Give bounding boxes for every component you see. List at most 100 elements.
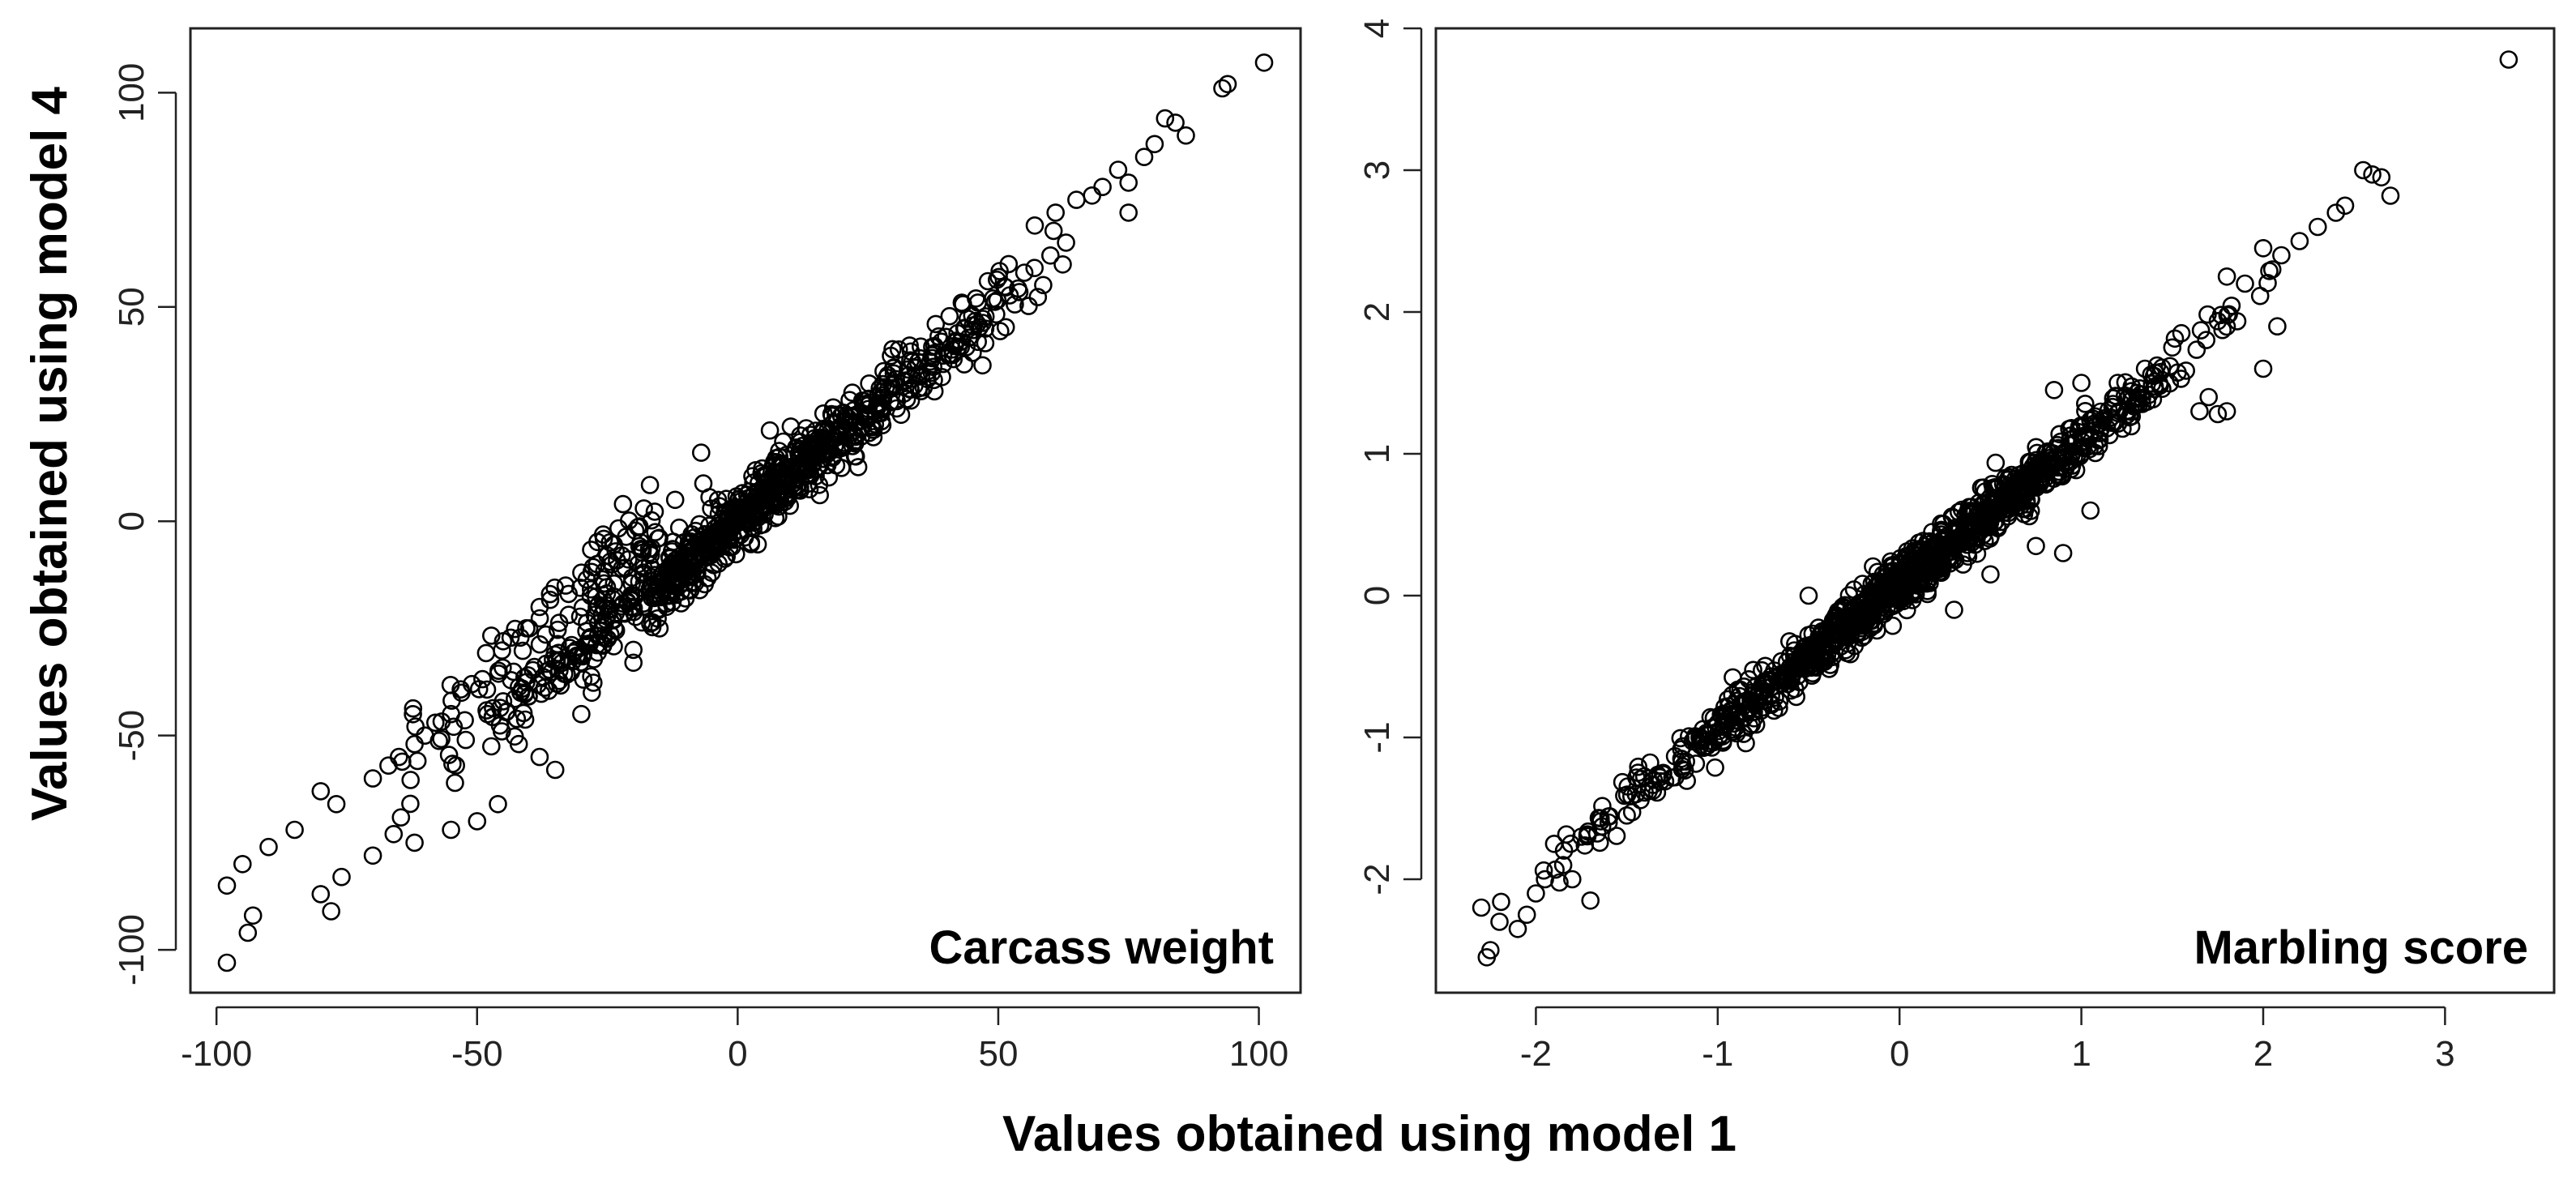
carcass-weight-point <box>860 374 878 393</box>
carcass-weight-point <box>989 267 1008 287</box>
carcass-weight-point <box>322 902 341 921</box>
marbling-score-y-tick-label: 3 <box>1357 160 1397 180</box>
marbling-score-point <box>2072 374 2091 392</box>
carcass-weight-point <box>650 619 669 638</box>
marbling-score-point <box>2211 306 2231 325</box>
shared-y-axis-title: Values obtained using model 4 <box>22 86 78 821</box>
carcass-weight-point <box>327 794 346 814</box>
marbling-score-point <box>2044 380 2064 400</box>
carcass-weight-point <box>441 675 460 694</box>
marbling-score-point <box>1981 501 2000 520</box>
carcass-weight-point <box>957 338 976 357</box>
carcass-weight-point <box>728 511 747 531</box>
marbling-score-point <box>2018 472 2036 492</box>
marbling-score-point <box>2217 267 2236 286</box>
carcass-weight-point <box>885 374 904 394</box>
carcass-weight-point <box>481 626 501 645</box>
carcass-weight-point <box>883 340 902 359</box>
marbling-score-point <box>1762 671 1782 690</box>
carcass-weight-point <box>645 566 664 584</box>
marbling-score-point <box>1544 835 1564 853</box>
carcass-weight-point <box>456 730 476 750</box>
carcass-weight-point <box>702 563 721 583</box>
marbling-score-point <box>2108 374 2127 392</box>
marbling-score-point <box>2253 359 2273 378</box>
carcass-weight-point <box>490 716 510 735</box>
carcass-weight-point <box>478 704 497 724</box>
carcass-weight-point <box>556 576 575 595</box>
carcass-weight-point <box>1006 295 1024 314</box>
marbling-score-point <box>2372 168 2391 187</box>
carcass-weight-point <box>639 543 659 562</box>
carcass-weight-point <box>548 620 567 639</box>
carcass-weight-point <box>583 673 603 692</box>
marbling-score-point <box>1820 660 1839 678</box>
carcass-weight-point <box>806 438 826 458</box>
marbling-score-point <box>1654 763 1672 783</box>
marbling-score-point <box>2061 426 2080 445</box>
carcass-weight-point <box>405 734 424 754</box>
carcass-weight-point <box>563 652 583 671</box>
marbling-score-point <box>2021 489 2040 508</box>
carcass-weight-point <box>781 417 801 436</box>
carcass-weight-point <box>1041 246 1060 265</box>
marbling-score-point <box>2036 459 2054 477</box>
carcass-weight-point <box>519 666 538 685</box>
carcass-weight-point <box>446 773 464 793</box>
carcass-weight-point <box>311 885 331 904</box>
marbling-score-point <box>2053 544 2073 562</box>
carcass-weight-point <box>259 837 278 857</box>
carcass-weight-point <box>716 549 734 568</box>
marbling-score-point <box>2228 312 2247 331</box>
carcass-weight-point <box>770 447 789 467</box>
carcass-weight-point <box>481 737 501 756</box>
marbling-score-x-axis: -2 -1 0 1 2 3 <box>1520 1006 2455 1074</box>
carcass-weight-point <box>515 685 534 704</box>
marbling-score-point <box>1818 629 1836 647</box>
carcass-weight-point <box>955 355 974 374</box>
carcass-weight-point <box>493 631 513 651</box>
carcass-weight-point <box>570 578 590 597</box>
carcass-weight-point <box>987 305 1006 324</box>
carcass-weight-point <box>691 443 711 462</box>
marbling-score-point <box>1770 699 1788 717</box>
carcass-weight-x-tick-label: -100 <box>181 1034 252 1074</box>
marbling-score-points <box>1472 50 2518 967</box>
carcass-weight-point <box>1166 113 1185 132</box>
marbling-score-point <box>1617 806 1636 825</box>
carcass-weight-points <box>217 53 1274 972</box>
carcass-weight-x-tick-label: 50 <box>978 1034 1018 1074</box>
carcass-weight-point <box>805 447 824 466</box>
marbling-score-point <box>1989 500 2008 519</box>
carcass-weight-point <box>515 710 535 729</box>
marbling-score-point <box>1945 529 1963 549</box>
carcass-weight-point <box>545 760 565 780</box>
carcass-weight-point <box>468 812 487 831</box>
carcass-weight-point <box>897 390 916 408</box>
carcass-weight-y-tick-label: -100 <box>112 914 152 985</box>
carcass-weight-point <box>626 521 645 541</box>
carcass-weight-point <box>401 771 421 789</box>
carcass-weight-point <box>549 671 569 690</box>
marbling-score-point <box>1536 870 1554 889</box>
carcass-weight-point <box>1177 126 1195 145</box>
marbling-score-point <box>2217 317 2236 336</box>
marbling-score-point <box>1852 628 1871 647</box>
carcass-weight-point <box>690 515 709 534</box>
marbling-score-point <box>1908 558 1927 577</box>
carcass-weight-point <box>848 458 868 476</box>
carcass-weight-point <box>818 455 837 475</box>
carcass-weight-point <box>832 417 852 437</box>
marbling-score-point <box>1631 790 1650 810</box>
carcass-weight-point <box>834 403 853 422</box>
carcass-weight-point <box>605 588 624 606</box>
marbling-score-point <box>1581 891 1600 910</box>
marbling-score-point <box>1999 476 2019 496</box>
marbling-score-point <box>1792 659 1810 678</box>
marbling-score-point <box>1854 600 1873 619</box>
marbling-score-point <box>2197 331 2215 349</box>
marbling-score-point <box>1999 487 2019 506</box>
marbling-score-y-tick-label: 1 <box>1357 444 1397 464</box>
carcass-weight-point <box>937 327 955 347</box>
carcass-weight-point <box>570 607 590 626</box>
